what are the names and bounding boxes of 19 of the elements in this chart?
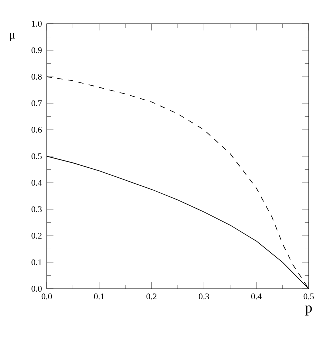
y-tick-label: 0.0 xyxy=(32,286,42,292)
x-tick-label: 0.4 xyxy=(252,294,262,300)
x-tick-label: 0.3 xyxy=(199,294,210,300)
y-tick-label: 0.4 xyxy=(32,180,42,186)
x-tick-label: 0.1 xyxy=(94,294,104,300)
y-tick-label: 0.6 xyxy=(32,127,42,133)
x-tick-label: 0.5 xyxy=(304,294,314,300)
x-tick-label: 0.0 xyxy=(42,294,52,300)
y-tick-label: 0.3 xyxy=(32,206,42,212)
y-tick-label: 0.8 xyxy=(32,74,42,80)
y-tick-label: 0.5 xyxy=(32,154,42,160)
x-axis-title: p xyxy=(306,306,312,316)
y-axis-title: μ xyxy=(10,33,16,42)
y-tick-label: 0.9 xyxy=(32,48,42,54)
y-tick-label: 1.0 xyxy=(32,21,42,27)
x-tick-label: 0.2 xyxy=(146,294,157,300)
y-tick-label: 0.7 xyxy=(32,100,42,106)
y-tick-label: 0.2 xyxy=(32,233,42,239)
y-tick-label: 0.1 xyxy=(32,260,42,266)
